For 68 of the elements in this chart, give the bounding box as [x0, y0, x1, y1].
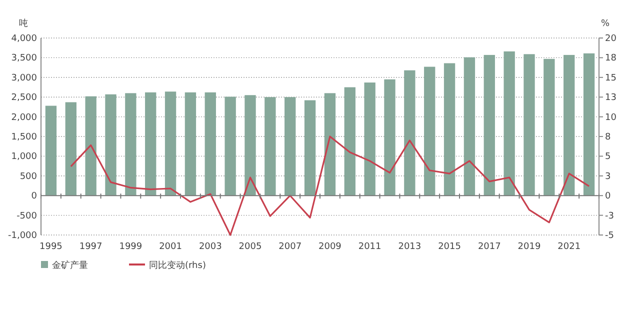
x-tick-label: 1997 — [79, 242, 102, 252]
y-tick-label: 0 — [31, 192, 38, 202]
bar — [344, 87, 356, 196]
y-tick-label: -1,000 — [8, 231, 38, 241]
x-tick-label: 2013 — [398, 242, 422, 252]
x-tick-label: 2015 — [438, 242, 461, 252]
x-tick-label: 2001 — [159, 242, 182, 252]
bar — [524, 54, 535, 196]
bar — [324, 93, 336, 196]
x-tick-label: 2007 — [278, 242, 302, 252]
bar — [164, 92, 176, 196]
y2-tick-label: 15 — [605, 73, 616, 84]
bar — [544, 58, 555, 196]
y-tick-label: 1,000 — [11, 152, 38, 162]
y2-tick-label: 3 — [605, 172, 611, 182]
bar — [45, 106, 57, 196]
bar — [284, 97, 296, 196]
y2-tick-label: -5 — [605, 231, 614, 241]
x-tick-label: 2017 — [478, 242, 501, 252]
y-tick-label: 1,500 — [11, 132, 38, 142]
x-tick-label: 2019 — [518, 242, 541, 252]
y-tick-label: 2,000 — [11, 112, 38, 123]
y-tick-label: -500 — [16, 211, 38, 222]
bar — [364, 82, 376, 196]
y2-tick-label: 13 — [605, 93, 616, 104]
bar — [504, 51, 515, 196]
bar — [564, 54, 575, 196]
y2-tick-label: -3 — [605, 211, 614, 222]
bar — [444, 63, 456, 196]
y-tick-label: 2,500 — [11, 93, 38, 104]
y2-tick-label: 0 — [605, 192, 611, 202]
y-tick-label: 500 — [20, 172, 38, 182]
x-tick-label: 2009 — [318, 242, 342, 252]
bar — [85, 96, 96, 196]
y2-axis-title: % — [601, 19, 610, 29]
y-tick-label: 4,000 — [11, 34, 38, 44]
bar — [224, 96, 236, 196]
legend-label: 同比变动(rhs) — [149, 260, 206, 271]
bar — [145, 92, 156, 196]
y2-tick-label: 20 — [605, 34, 617, 44]
y2-tick-label: 5 — [605, 152, 611, 162]
bar — [384, 79, 396, 196]
bar — [244, 95, 256, 196]
bar — [304, 100, 316, 196]
y2-tick-label: 10 — [605, 112, 617, 123]
x-tick-label: 2003 — [198, 242, 222, 252]
legend-label: 金矿产量 — [52, 260, 88, 271]
bar — [125, 93, 136, 196]
x-tick-label: 1995 — [40, 242, 62, 252]
bar — [484, 54, 495, 196]
y2-tick-label: 18 — [605, 54, 617, 64]
bar — [264, 97, 276, 196]
bar — [404, 70, 416, 196]
bar — [105, 94, 116, 196]
bar — [184, 92, 196, 196]
y-axis-title: 吨 — [19, 18, 28, 29]
bar — [583, 53, 595, 196]
x-tick-label: 2011 — [358, 242, 382, 252]
x-tick-label: 2021 — [558, 242, 581, 252]
y-tick-label: 3,500 — [11, 54, 38, 64]
bar — [424, 66, 436, 196]
bar — [65, 102, 76, 196]
y2-tick-label: 8 — [605, 132, 611, 142]
bar — [204, 92, 216, 196]
x-tick-label: 1999 — [119, 242, 142, 252]
y-tick-label: 3,000 — [11, 73, 38, 84]
bar — [464, 57, 476, 196]
x-tick-label: 2005 — [238, 242, 262, 252]
